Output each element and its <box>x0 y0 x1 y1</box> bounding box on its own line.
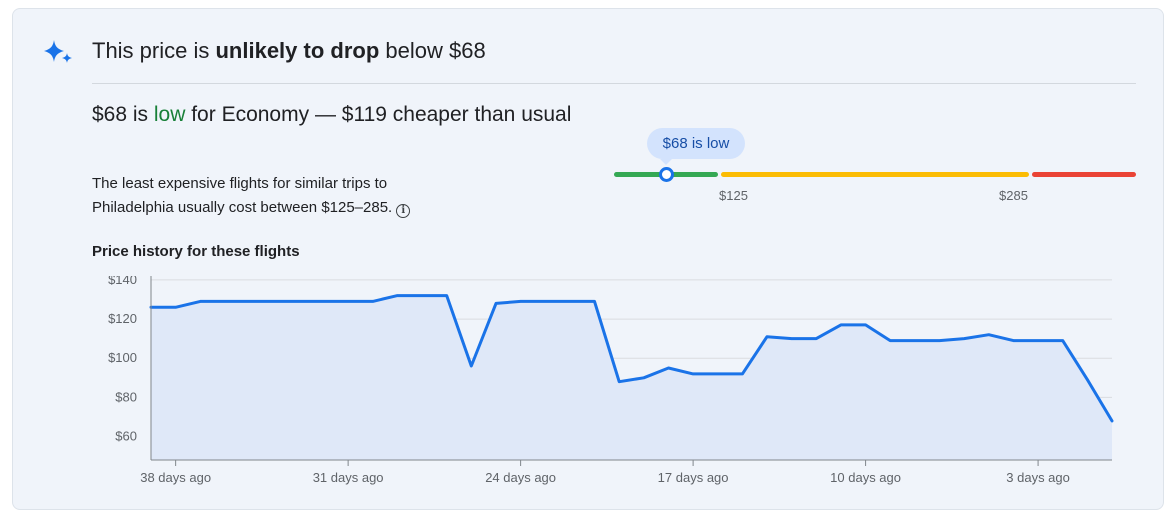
price-point <box>811 334 821 344</box>
y-tick-label: $120 <box>108 311 137 326</box>
price-point <box>663 363 673 373</box>
price-point <box>984 330 994 340</box>
price-point <box>614 377 624 387</box>
price-history-chart[interactable]: $140 $120 $100 $80 $60 38 days ago 31 days ago… <box>90 276 1150 496</box>
y-tick-label: $80 <box>115 389 137 404</box>
price-point <box>516 296 526 306</box>
x-tick-label: 24 days ago <box>485 470 556 485</box>
divider <box>92 83 1136 84</box>
range-typical-segment <box>721 172 1029 177</box>
price-point <box>1082 375 1092 385</box>
price-point <box>1058 336 1068 346</box>
price-point <box>368 296 378 306</box>
y-tick-label: $140 <box>108 276 137 287</box>
price-point <box>442 291 452 301</box>
price-point <box>885 336 895 346</box>
price-point <box>836 320 846 330</box>
price-point <box>565 296 575 306</box>
price-point <box>688 369 698 379</box>
price-level-low: low <box>153 103 186 126</box>
info-icon[interactable]: i <box>396 204 411 218</box>
y-tick-label: $60 <box>115 429 137 444</box>
x-tick-label: 3 days ago <box>1006 470 1070 485</box>
price-history-title: Price history for these flights <box>92 243 300 260</box>
price-point <box>762 332 772 342</box>
price-line <box>149 294 1114 423</box>
price-point <box>935 336 945 346</box>
range-tick-low: $125 <box>719 188 748 203</box>
price-point <box>318 296 328 306</box>
current-price-bubble: $68 is low <box>647 128 745 165</box>
x-tick-label: 38 days ago <box>140 470 211 485</box>
price-point <box>171 302 181 312</box>
price-point <box>1033 336 1043 346</box>
typical-price-description: The least expensive flights for similar … <box>92 172 452 220</box>
price-point <box>269 296 279 306</box>
price-point <box>737 369 747 379</box>
price-summary: $68 is low for Economy — $119 cheaper th… <box>92 103 572 126</box>
price-point <box>861 320 871 330</box>
x-tick-label: 17 days ago <box>658 470 729 485</box>
sparkle-icon <box>44 40 72 63</box>
price-point <box>343 296 353 306</box>
price-point <box>466 361 476 371</box>
price-point <box>245 296 255 306</box>
price-point <box>713 369 723 379</box>
x-tick-label: 31 days ago <box>313 470 384 485</box>
price-point <box>540 296 550 306</box>
price-point <box>787 334 797 344</box>
price-point <box>639 373 649 383</box>
price-point <box>417 291 427 301</box>
price-prediction-headline: This price is unlikely to drop below $68 <box>92 38 486 63</box>
price-point <box>910 336 920 346</box>
range-high-segment <box>1032 172 1136 177</box>
x-tick-label: 10 days ago <box>830 470 901 485</box>
price-area-fill <box>151 295 1112 460</box>
price-point <box>1008 336 1018 346</box>
current-price-marker <box>659 167 674 182</box>
price-point <box>1107 416 1117 426</box>
price-point <box>959 334 969 344</box>
price-point <box>294 296 304 306</box>
price-point <box>491 298 501 308</box>
range-tick-high: $285 <box>999 188 1028 203</box>
price-point <box>392 291 402 301</box>
price-point <box>195 296 205 306</box>
price-point <box>590 296 600 306</box>
price-point <box>220 296 230 306</box>
y-tick-label: $100 <box>108 350 137 365</box>
